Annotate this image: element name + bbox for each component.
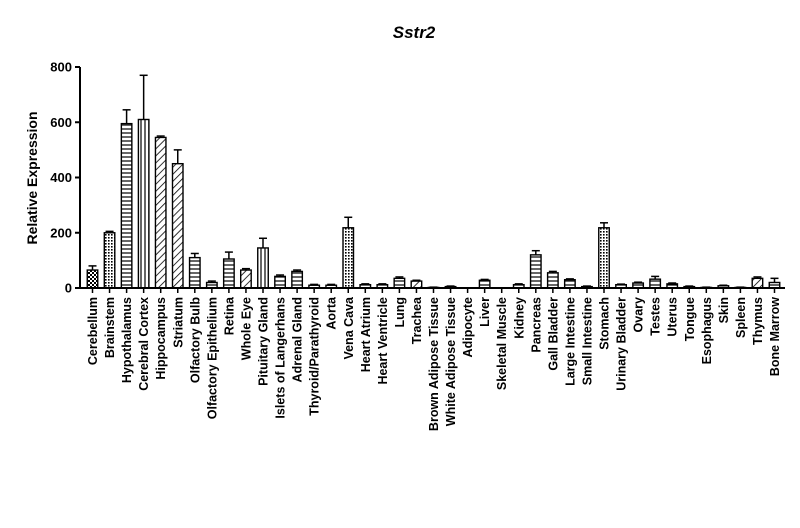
bar xyxy=(239,269,252,289)
x-tick-label: Thyroid/Parathyroid xyxy=(308,297,322,416)
bar xyxy=(546,272,559,289)
x-tick-label: Liver xyxy=(478,297,492,327)
x-tick-label: Lung xyxy=(393,297,407,328)
x-tick-label: Hippocampus xyxy=(154,297,168,380)
bar xyxy=(529,254,542,289)
bar xyxy=(410,280,423,289)
bar xyxy=(86,269,99,289)
x-tick-label: Cerebral Cortex xyxy=(137,297,151,391)
bar xyxy=(751,277,764,289)
x-tick-label: Aorta xyxy=(325,296,339,330)
x-tick-label: Ovary xyxy=(632,297,646,332)
x-tick-label: Spleen xyxy=(734,297,748,338)
y-tick-label: 400 xyxy=(50,170,72,185)
x-tick-label: Brainstem xyxy=(103,297,117,358)
x-tick-label: Adrenal Gland xyxy=(291,297,305,382)
x-axis: Cerebellum Brainstem Hypothalamus Cerebral … xyxy=(80,287,785,431)
bar xyxy=(257,247,269,289)
bars xyxy=(86,74,781,289)
bar xyxy=(137,118,150,289)
x-tick-label: Striatum xyxy=(171,297,185,348)
x-tick-label: Tongue xyxy=(683,297,697,341)
x-tick-label: Stomach xyxy=(598,297,612,350)
x-tick-label: Testes xyxy=(649,297,663,336)
x-tick-label: Cerebellum xyxy=(86,297,100,365)
chart-title: Sstr2 xyxy=(393,23,436,42)
x-tick-label: Gall Bladder xyxy=(546,297,560,371)
x-tick-label: Vena Cava xyxy=(342,296,356,360)
bar xyxy=(291,270,304,289)
bar xyxy=(342,227,355,289)
x-tick-label: Skeletal Muscle xyxy=(495,297,509,390)
bar xyxy=(563,279,576,289)
x-tick-label: Olfactory Bulb xyxy=(188,297,202,383)
bar xyxy=(103,232,116,289)
x-tick-label: Bone Marrow xyxy=(768,297,782,376)
bar xyxy=(222,258,235,289)
x-tick-label: Esophagus xyxy=(700,297,714,364)
x-tick-label: Islets of Langerhans xyxy=(274,297,288,419)
y-tick-label: 800 xyxy=(50,60,72,75)
y-tick-label: 600 xyxy=(50,115,72,130)
x-tick-label: Brown Adipose Tissue xyxy=(427,297,441,431)
x-tick-label: Adipocyte xyxy=(461,297,475,357)
x-tick-label: Kidney xyxy=(512,297,526,339)
x-tick-label: Large Intestine xyxy=(563,297,577,386)
x-tick-label: Olfactory Epithelium xyxy=(205,297,219,419)
x-tick-label: White Adipose Tissue xyxy=(444,297,458,426)
bar xyxy=(274,275,286,289)
x-tick-label: Skin xyxy=(717,297,731,323)
bar xyxy=(649,278,662,289)
bar xyxy=(598,227,610,289)
y-tick-label: 0 xyxy=(65,281,72,296)
bar xyxy=(393,277,406,289)
x-tick-label: Hypothalamus xyxy=(120,297,134,383)
bar xyxy=(188,256,201,289)
x-tick-label: Thymus xyxy=(751,297,765,345)
y-tick-label: 200 xyxy=(50,225,72,240)
x-tick-label: Urinary Bladder xyxy=(615,297,629,391)
y-axis-label: Relative Expression xyxy=(24,111,40,244)
x-tick-label: Small Intestine xyxy=(580,297,594,385)
x-tick-label: Retina xyxy=(222,296,236,335)
bar xyxy=(171,162,184,289)
bar xyxy=(154,136,167,289)
x-tick-label: Trachea xyxy=(410,296,424,344)
bar xyxy=(478,279,491,289)
x-tick-label: Pituitary Gland xyxy=(257,297,271,386)
x-tick-label: Uterus xyxy=(666,297,680,337)
bar xyxy=(120,122,133,289)
x-tick-label: Pancreas xyxy=(529,297,543,353)
x-tick-label: Whole Eye xyxy=(239,297,253,360)
y-axis: 0 200 400 600 800 xyxy=(50,60,81,296)
x-tick-label: Heart Ventricle xyxy=(376,297,390,385)
x-tick-label: Heart Atrium xyxy=(359,297,373,372)
